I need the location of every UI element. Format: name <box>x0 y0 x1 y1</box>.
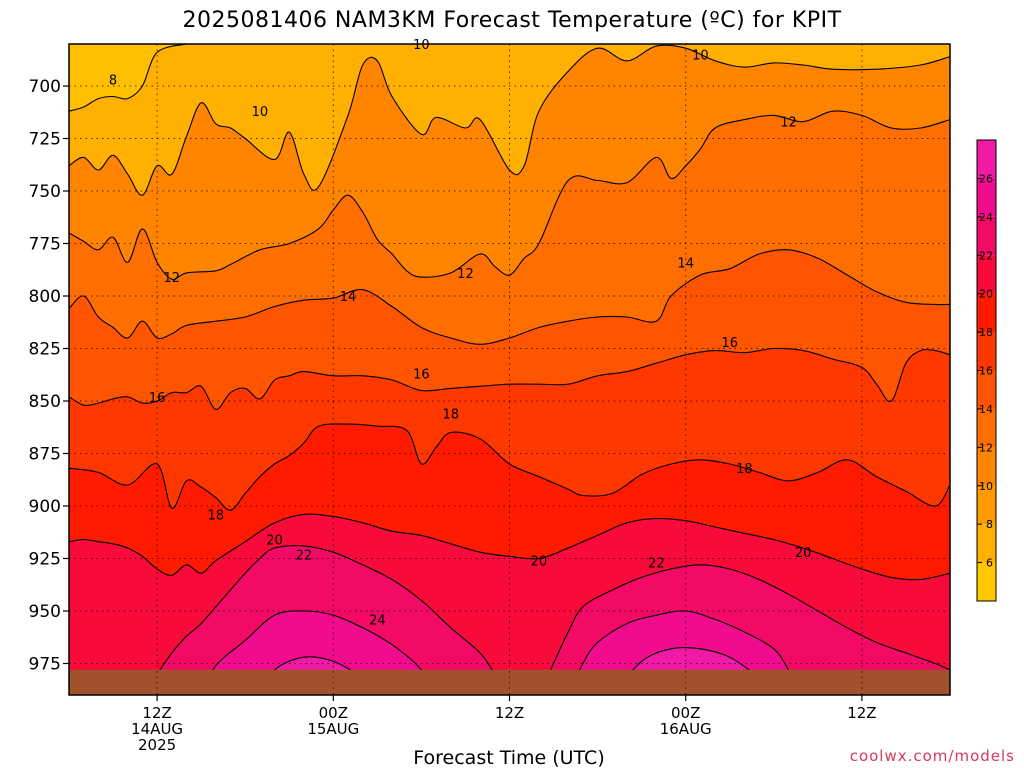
contour-label-20-16: 20 <box>531 555 548 570</box>
colorbar: 6 8 10 12 14 16 18 20 22 24 26 <box>976 139 997 602</box>
x-tick-label-0-2: 2025 <box>138 736 176 754</box>
y-axis: 700 725 750 775 800 825 850 875 900 925 950 975 <box>29 77 69 675</box>
y-tick-label-800: 800 <box>29 287 61 307</box>
contour-labels: 8 10 10 10 12 12 12 14 14 16 16 16 18 18 18 20 20 20 22 22 2… <box>109 38 812 628</box>
contour-label-16-10: 16 <box>413 368 430 383</box>
colorbar-label-22: 22 <box>979 249 993 262</box>
contour-label-14-7: 14 <box>340 290 357 305</box>
contour-label-14-8: 14 <box>677 256 694 271</box>
colorbar-label-10: 10 <box>979 480 993 493</box>
contour-label-18-14: 18 <box>736 462 753 477</box>
contour-label-20-17: 20 <box>795 546 812 561</box>
isotherm-line-24-9 <box>200 610 437 695</box>
colorbar-label-16: 16 <box>979 365 993 378</box>
colorbar-label-8: 8 <box>986 518 993 531</box>
colorbar-label-14: 14 <box>979 403 993 416</box>
isotherm-line-22-8 <box>538 564 950 695</box>
x-tick-label-0-0: 12Z <box>142 704 171 722</box>
colorbar-swatch-16 <box>977 332 996 371</box>
x-axis-label: Forecast Time (UTC) <box>413 747 604 768</box>
colorbar-swatch-24 <box>977 178 996 217</box>
credit-text: coolwx.com/models <box>850 747 1015 765</box>
isotherm-line-12-2 <box>69 110 950 281</box>
contour-label-10-3: 10 <box>692 49 709 64</box>
isotherm-line-10-1 <box>69 44 950 196</box>
contour-label-16-9: 16 <box>149 391 166 406</box>
y-tick-label-900: 900 <box>29 497 61 517</box>
contour-label-12-5: 12 <box>457 267 474 282</box>
x-tick-label-3-0: 00Z <box>671 704 700 722</box>
colorbar-swatch-20 <box>977 255 996 294</box>
colorbar-swatch-18 <box>977 293 996 333</box>
contour-label-22-18: 22 <box>296 548 313 563</box>
x-tick-label-4-0: 12Z <box>847 704 876 722</box>
colorbar-swatch-12 <box>977 408 996 448</box>
isotherm-line-14-3 <box>69 249 950 345</box>
contour-label-18-13: 18 <box>442 408 459 423</box>
colorbar-label-20: 20 <box>979 288 993 301</box>
y-tick-label-825: 825 <box>29 340 61 360</box>
y-tick-label-925: 925 <box>29 550 61 570</box>
colorbar-swatch-26 <box>977 140 996 179</box>
y-tick-label-950: 950 <box>29 602 61 622</box>
cold-pocket-fill-0 <box>69 44 187 112</box>
plot-area <box>69 44 950 695</box>
colorbar-swatch-10 <box>977 447 996 486</box>
x-tick-label-3-1: 16AUG <box>660 720 712 738</box>
colorbar-swatch-22 <box>977 216 996 256</box>
colorbar-label-6: 6 <box>986 557 993 570</box>
y-tick-label-700: 700 <box>29 77 61 97</box>
contour-label-12-6: 12 <box>780 116 797 131</box>
isotherm-line-20-6 <box>69 513 950 581</box>
y-tick-label-775: 775 <box>29 235 61 255</box>
colorbar-swatch-4 <box>977 562 996 601</box>
isotherm-line-22-7 <box>141 545 510 695</box>
colorbar-label-24: 24 <box>979 211 993 224</box>
grid-lines <box>69 44 950 695</box>
contour-label-20-15: 20 <box>266 534 283 549</box>
contour-label-10-2: 10 <box>413 38 430 53</box>
y-tick-label-875: 875 <box>29 445 61 465</box>
y-tick-label-850: 850 <box>29 392 61 412</box>
colorbar-swatch-8 <box>977 485 996 525</box>
x-tick-label-1-1: 15AUG <box>307 720 359 738</box>
contour-label-18-12: 18 <box>208 508 225 523</box>
colorbar-label-26: 26 <box>979 172 993 185</box>
y-tick-label-750: 750 <box>29 182 61 202</box>
y-tick-label-975: 975 <box>29 655 61 675</box>
contour-label-8-0: 8 <box>109 74 117 89</box>
colorbar-label-18: 18 <box>979 326 993 339</box>
colorbar-label-12: 12 <box>979 441 993 454</box>
contour-label-22-19: 22 <box>648 557 665 572</box>
colorbar-swatch-6 <box>977 524 996 563</box>
isotherm-line-18-5 <box>69 423 950 511</box>
chart-title: 2025081406 NAM3KM Forecast Temperature (… <box>182 8 841 33</box>
contour-label-16-11: 16 <box>721 336 738 351</box>
isotherm-line-16-4 <box>69 347 950 410</box>
x-tick-label-2-0: 12Z <box>495 704 524 722</box>
colorbar-swatch-14 <box>977 370 996 409</box>
contour-label-10-1: 10 <box>252 105 269 120</box>
contour-label-24-20: 24 <box>369 613 386 628</box>
x-tick-label-0-1: 14AUG <box>131 720 183 738</box>
y-tick-label-725: 725 <box>29 130 61 150</box>
isotherm-line-8-0 <box>69 44 187 112</box>
x-tick-label-1-0: 00Z <box>319 704 348 722</box>
contour-label-12-4: 12 <box>164 271 181 286</box>
